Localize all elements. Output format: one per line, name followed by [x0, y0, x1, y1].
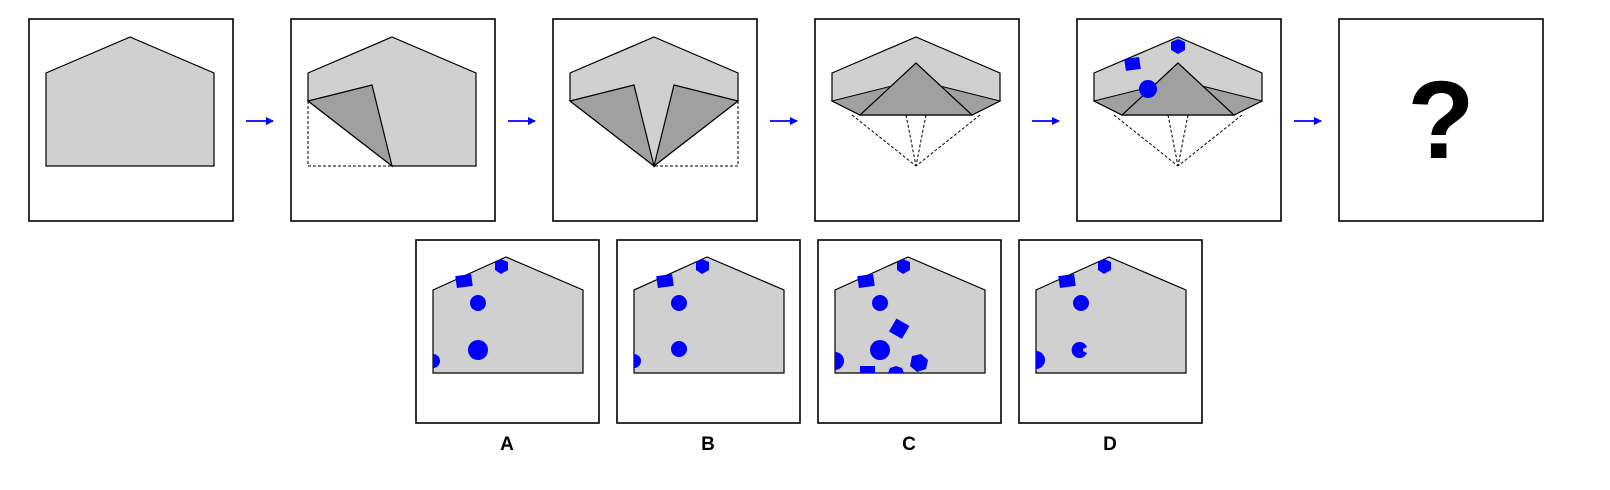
half-circle-hole-icon: [835, 352, 844, 370]
hexagon-hole-icon: [696, 259, 709, 274]
square-hole-icon: [656, 273, 674, 289]
circle-hole-icon: [872, 295, 888, 311]
option-b[interactable]: B: [616, 239, 801, 455]
folded-flap-left: [568, 84, 655, 168]
step-frame: [1338, 18, 1544, 222]
option-label: A: [500, 434, 514, 455]
option-c[interactable]: C: [817, 239, 1002, 455]
circle-hole-icon: [470, 295, 486, 311]
option-label: B: [701, 434, 715, 455]
original-outline-dashed: [654, 101, 739, 167]
square-hole-icon: [888, 318, 910, 339]
circle-hole-icon: [870, 340, 890, 360]
folded-bottom-triangle: [858, 62, 974, 116]
half-circle-hole-icon: [1036, 351, 1045, 369]
question-mark: ?: [1407, 59, 1474, 182]
half-hexagon-hole-icon: [888, 366, 904, 373]
step-1-panel: [28, 18, 234, 222]
original-outline-dashed: [307, 101, 392, 167]
square-hole-icon: [857, 273, 875, 289]
option-a[interactable]: A: [415, 239, 600, 455]
folded-flap: [306, 84, 393, 168]
hexagon-hole-icon: [910, 354, 928, 372]
paper-sheet: [45, 36, 215, 167]
square-hole-icon: [1058, 273, 1076, 289]
original-outline-dashed: [851, 114, 981, 167]
notched-circle-hole-icon: [1071, 341, 1087, 358]
hexagon-hole-icon: [897, 259, 910, 274]
step-3-panel: [552, 18, 758, 222]
square-hole-icon: [1124, 56, 1141, 71]
step-4-panel: [814, 18, 1020, 222]
option-d[interactable]: D: [1018, 239, 1203, 455]
half-circle-hole-icon: [634, 354, 641, 368]
square-hole-icon: [455, 273, 473, 289]
circle-hole-icon: [671, 341, 687, 357]
step-6-panel: ?: [1338, 18, 1544, 222]
circle-hole-icon: [1139, 80, 1157, 98]
half-circle-hole-icon: [433, 354, 440, 368]
circle-hole-icon: [468, 340, 488, 360]
half-square-hole-icon: [860, 366, 875, 373]
hexagon-hole-icon: [1171, 39, 1185, 54]
hexagon-hole-icon: [495, 259, 508, 274]
option-label: D: [1103, 434, 1117, 455]
folded-flap-right: [653, 84, 740, 168]
step-2-panel: [290, 18, 496, 222]
option-label: C: [902, 434, 916, 455]
hexagon-hole-icon: [1098, 259, 1111, 274]
circle-hole-icon: [671, 295, 687, 311]
step-5-panel: [1076, 18, 1282, 222]
original-outline-dashed: [1113, 114, 1243, 167]
circle-hole-icon: [1073, 295, 1089, 311]
